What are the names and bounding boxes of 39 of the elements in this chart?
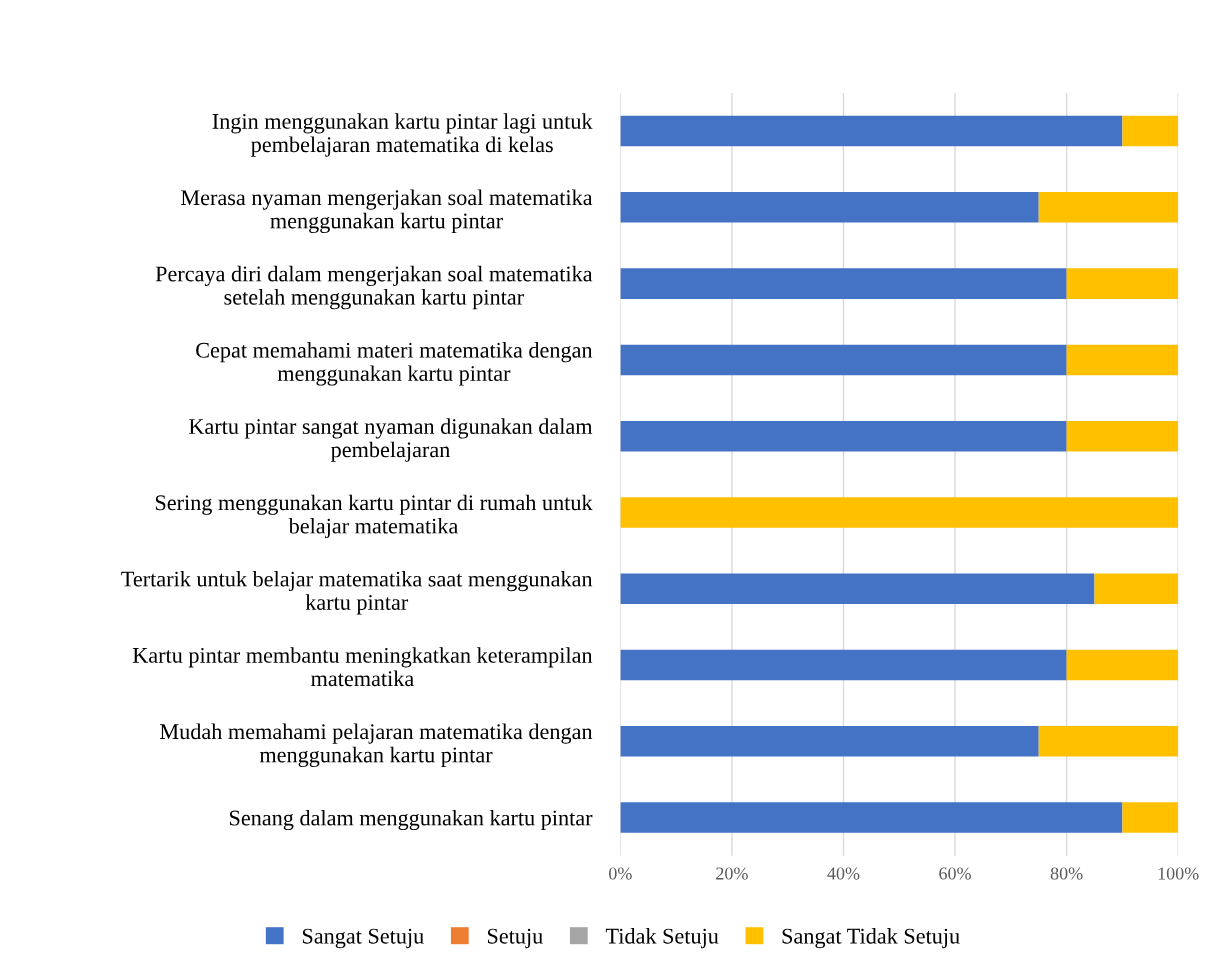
bar [620,649,1067,681]
y-tick-label: Tertarik untuk belajar matematika saat menggunakan kartu pintar [121,570,593,615]
legend-label: Sangat Tidak Setuju [782,928,960,949]
bar [1038,726,1179,757]
bar [1094,573,1179,605]
x-tick-label: 20% [716,867,748,880]
bar [620,802,1123,833]
bar [1122,115,1179,147]
x-tick-label: 0% [609,867,632,880]
y-tick-label: Sering menggunakan kartu pintar di rumah untuk belajar matematika [155,494,593,539]
y-tick-label: Mudah memahami pelajaran matematika dengan menggunakan kartu pintar [160,723,593,768]
x-tick-label: 40% [827,867,860,880]
y-tick-label: Percaya diri dalam mengerjakan soal matematika setelah menggunakan kartu pintar [155,265,593,310]
bar [620,192,1039,223]
x-tick-label: 80% [1050,867,1083,880]
bar [1122,802,1179,833]
bar [620,497,1179,528]
y-tick-label: Kartu pintar sangat nyaman digunakan dalam pembelajaran [189,418,593,462]
legend-label: Sangat Setuju [302,928,424,949]
y-tick-label: Cepat memahami materi matematika dengan menggunakan kartu pintar [196,342,593,386]
x-tick-label: 100% [1158,867,1199,880]
bar [1066,649,1179,681]
bar [1066,268,1179,299]
y-tick-label: Merasa nyaman mengerjakan soal matematika menggunakan kartu pintar [181,189,593,234]
bar [1038,192,1179,223]
x-tick-label: 60% [939,867,971,880]
legend-label: Tidak Setuju [605,928,719,949]
bar [1066,420,1179,452]
bar [620,115,1123,147]
bar [620,573,1095,605]
bar [620,344,1067,376]
bar [1066,344,1179,376]
legend-label: Setuju [487,928,543,949]
bar [620,268,1067,299]
y-tick-label: Kartu pintar membantu meningkatkan keterampilan matematika [132,647,593,687]
y-tick-label: Ingin menggunakan kartu pintar lagi untuk pembelajaran matematika di kelas [212,113,593,157]
y-tick-label: Senang dalam menggunakan kartu pintar [229,809,593,831]
bar [620,726,1039,757]
bar [620,420,1067,452]
